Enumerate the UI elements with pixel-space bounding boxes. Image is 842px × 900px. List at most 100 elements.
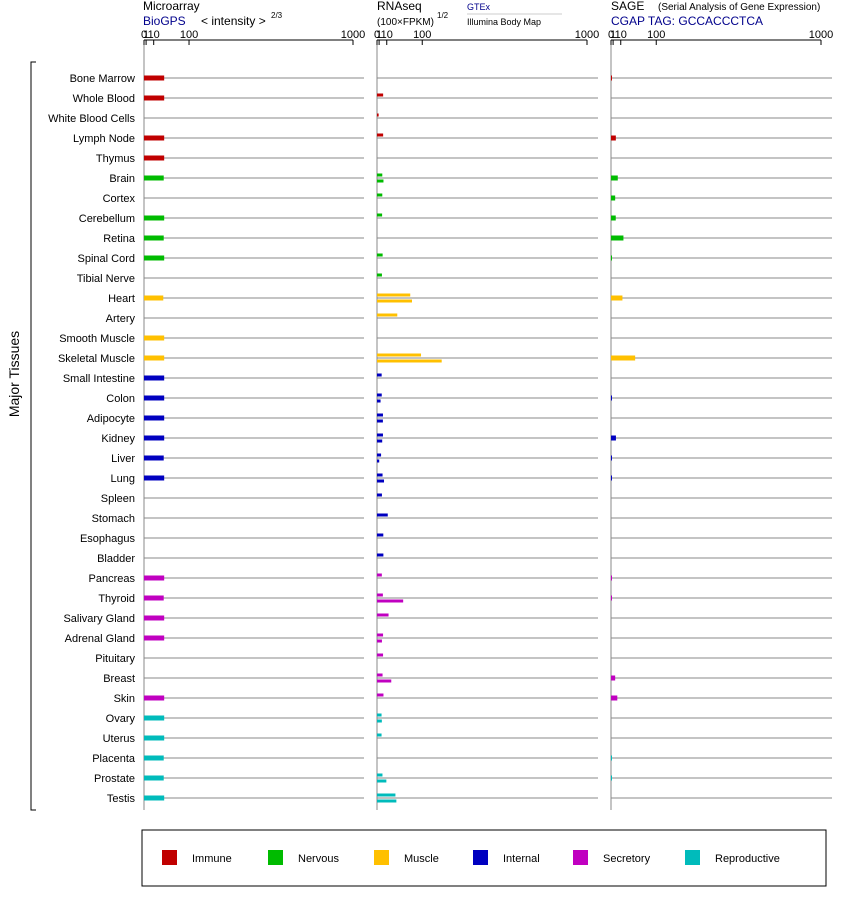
rnaseq-bodymap-bar bbox=[377, 459, 380, 463]
sage-bar bbox=[611, 575, 612, 581]
sage-subtitle: (Serial Analysis of Gene Expression) bbox=[658, 2, 820, 13]
microarray-bar bbox=[144, 235, 164, 241]
gtex-source-link[interactable]: GTEx bbox=[467, 2, 491, 12]
sage-bar bbox=[611, 775, 612, 781]
rnaseq-bodymap-bar bbox=[377, 439, 383, 443]
sage-bar bbox=[611, 395, 612, 401]
microarray-title: Microarray bbox=[143, 0, 200, 13]
tissue-label: Spleen bbox=[101, 493, 135, 505]
microarray-bar bbox=[144, 635, 165, 641]
rnaseq-gtex-bar bbox=[377, 433, 383, 437]
sage-bar bbox=[611, 255, 612, 261]
rnaseq-gtex-bar bbox=[377, 93, 384, 97]
rnaseq-gtex-bar bbox=[377, 193, 383, 197]
rnaseq-tick-label: 1000 bbox=[575, 29, 599, 41]
microarray-bar bbox=[144, 695, 165, 701]
rnaseq-gtex-bar bbox=[377, 553, 384, 557]
microarray-tick-label: 1000 bbox=[341, 29, 365, 41]
legend-label: Secretory bbox=[603, 853, 651, 865]
rnaseq-bodymap-bar bbox=[377, 479, 385, 483]
microarray-unit-exponent: 2/3 bbox=[271, 11, 283, 20]
rnaseq-bodymap-bar bbox=[377, 719, 382, 723]
rnaseq-bodymap-bar bbox=[377, 779, 387, 783]
tissue-label: Heart bbox=[108, 293, 135, 305]
microarray-bar bbox=[144, 215, 165, 221]
sage-bar bbox=[611, 355, 636, 361]
rnaseq-gtex-bar bbox=[377, 413, 383, 417]
microarray-bar bbox=[144, 755, 164, 761]
tissue-label: Thymus bbox=[96, 153, 136, 165]
rnaseq-tick-label: 10 bbox=[381, 29, 393, 41]
legend-swatch bbox=[473, 850, 488, 865]
microarray-tick-label: 10 bbox=[148, 29, 160, 41]
rnaseq-gtex-bar bbox=[377, 733, 382, 737]
rnaseq-gtex-bar bbox=[377, 533, 384, 537]
tissue-label: Pancreas bbox=[89, 573, 136, 585]
microarray-bar bbox=[144, 95, 165, 101]
rnaseq-gtex-bar bbox=[377, 373, 382, 377]
sage-bar bbox=[611, 175, 618, 181]
microarray-bar bbox=[144, 575, 165, 581]
rnaseq-gtex-bar bbox=[377, 573, 382, 577]
rnaseq-gtex-bar bbox=[377, 633, 384, 637]
rnaseq-gtex-bar bbox=[377, 293, 411, 297]
microarray-bar bbox=[144, 795, 165, 801]
rnaseq-bodymap-bar bbox=[377, 299, 412, 303]
rnaseq-gtex-bar bbox=[377, 473, 383, 477]
tissue-label: Prostate bbox=[94, 773, 135, 785]
rnaseq-gtex-bar bbox=[377, 773, 383, 777]
tissue-label: Skin bbox=[114, 693, 135, 705]
microarray-bar bbox=[144, 355, 165, 361]
rnaseq-unit: (100×FPKM) bbox=[377, 17, 434, 28]
legend-label: Immune bbox=[192, 853, 232, 865]
tissue-label: White Blood Cells bbox=[48, 113, 135, 125]
tissue-label: Liver bbox=[111, 453, 135, 465]
rnaseq-gtex-bar bbox=[377, 213, 383, 217]
rnaseq-gtex-bar bbox=[377, 493, 382, 497]
legend-swatch bbox=[573, 850, 588, 865]
sage-bar bbox=[611, 75, 612, 81]
rnaseq-gtex-bar bbox=[377, 793, 396, 797]
tissue-label: Adipocyte bbox=[87, 413, 135, 425]
rnaseq-gtex-bar bbox=[377, 253, 383, 257]
sage-source-link[interactable]: CGAP TAG: GCCACCCTCA bbox=[611, 14, 763, 28]
microarray-bar bbox=[144, 775, 164, 781]
tissue-label: Pituitary bbox=[95, 653, 135, 665]
microarray-bar bbox=[144, 375, 165, 381]
sage-bar bbox=[611, 595, 612, 601]
sage-tick-label: 0 bbox=[608, 29, 614, 41]
sage-bar bbox=[611, 695, 618, 701]
legend-swatch bbox=[685, 850, 700, 865]
microarray-source-link[interactable]: BioGPS bbox=[143, 14, 186, 28]
rnaseq-gtex-bar bbox=[377, 613, 389, 617]
rnaseq-tick-label: 0 bbox=[374, 29, 380, 41]
sage-title: SAGE bbox=[611, 0, 644, 13]
tissue-label: Esophagus bbox=[80, 533, 136, 545]
tissue-label: Testis bbox=[107, 793, 136, 805]
microarray-bar bbox=[144, 435, 165, 441]
tissue-label: Bone Marrow bbox=[70, 73, 135, 85]
tissue-label: Bladder bbox=[97, 553, 135, 565]
tissue-label: Adrenal Gland bbox=[65, 633, 135, 645]
rnaseq-title: RNAseq bbox=[377, 0, 422, 13]
rnaseq-gtex-bar bbox=[377, 273, 382, 277]
side-label: Major Tissues bbox=[6, 331, 22, 417]
sage-bar bbox=[611, 455, 612, 461]
tissue-label: Brain bbox=[109, 173, 135, 185]
microarray-tick-label: 0 bbox=[141, 29, 147, 41]
rnaseq-tick-label: 100 bbox=[413, 29, 431, 41]
microarray-bar bbox=[144, 615, 165, 621]
sage-tick-label: 1000 bbox=[809, 29, 833, 41]
legend-label: Reproductive bbox=[715, 853, 780, 865]
microarray-bar bbox=[144, 135, 165, 141]
legend-swatch bbox=[374, 850, 389, 865]
tissue-label: Uterus bbox=[103, 733, 136, 745]
rnaseq-bodymap-bar bbox=[377, 419, 383, 423]
rnaseq-gtex-bar bbox=[377, 593, 383, 597]
tissue-label: Ovary bbox=[106, 713, 136, 725]
microarray-bar bbox=[144, 395, 165, 401]
sage-bar bbox=[611, 675, 616, 681]
sage-bar bbox=[611, 435, 616, 441]
rnaseq-tick-label: 1 bbox=[376, 29, 382, 41]
